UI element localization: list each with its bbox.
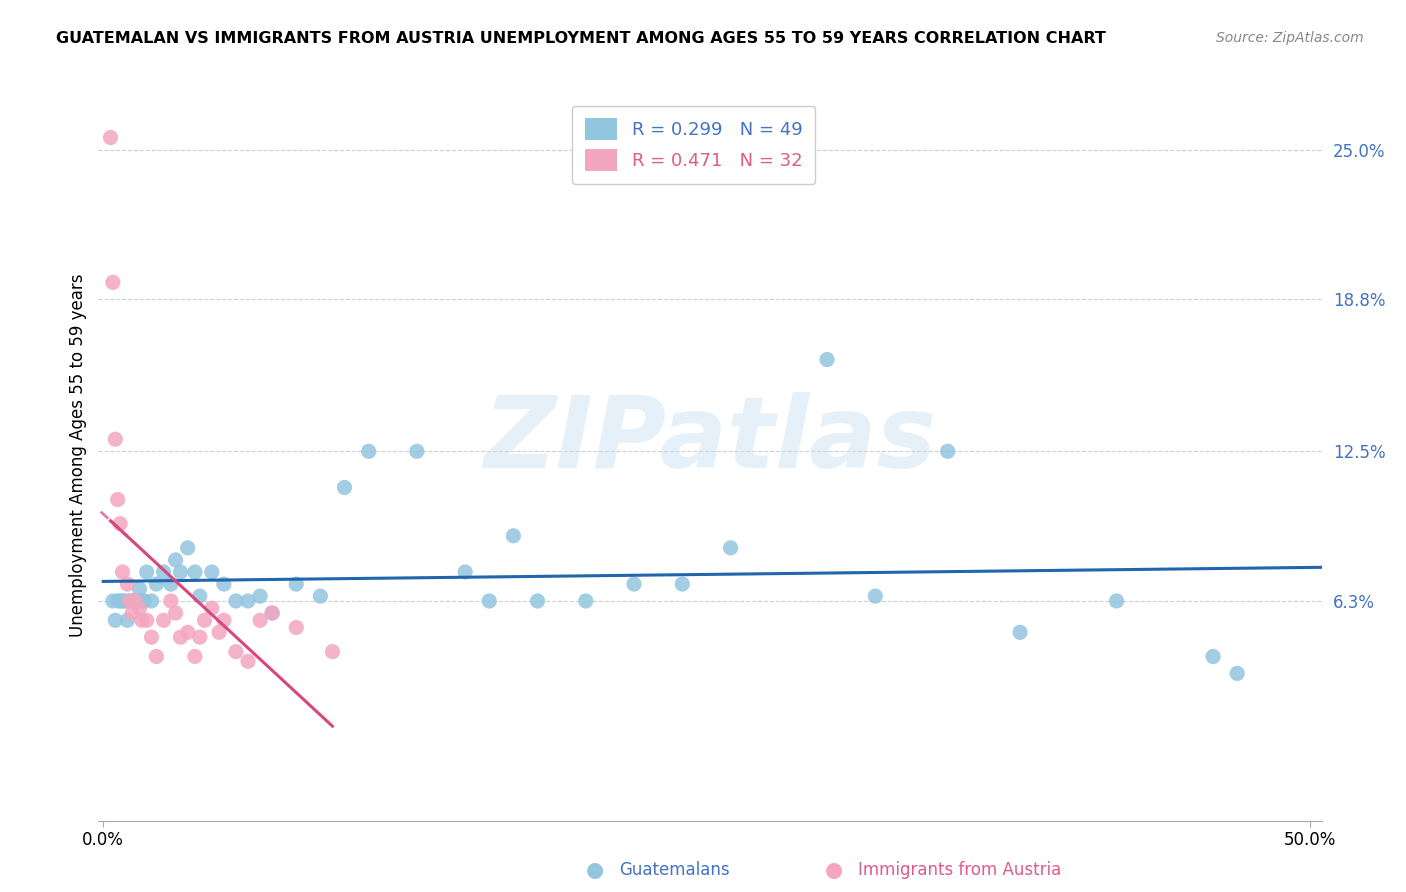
Point (128, 582, 150, 596)
Point (165, 606, 187, 620)
Point (176, 625, 198, 640)
Point (169, 565, 191, 579)
Point (309, 589, 332, 603)
Point (865, 589, 887, 603)
Point (208, 625, 231, 640)
Text: ●: ● (586, 860, 605, 880)
Point (212, 613, 235, 627)
Point (117, 577, 139, 591)
Point (262, 606, 284, 620)
Point (212, 577, 235, 591)
Point (321, 645, 343, 659)
Point (357, 444, 380, 458)
Point (131, 613, 153, 627)
Y-axis label: Unemployment Among Ages 55 to 59 years: Unemployment Among Ages 55 to 59 years (69, 273, 87, 637)
Point (141, 630, 163, 644)
Point (108, 594, 131, 608)
Point (236, 594, 259, 608)
Point (169, 630, 191, 644)
Point (184, 565, 207, 579)
Point (575, 594, 598, 608)
Point (406, 444, 429, 458)
Point (815, 352, 838, 367)
Point (124, 594, 146, 608)
Point (101, 276, 124, 290)
Point (194, 613, 217, 627)
Point (454, 565, 477, 579)
Point (107, 594, 129, 608)
Text: Immigrants from Austria: Immigrants from Austria (858, 861, 1062, 879)
Point (145, 577, 167, 591)
Point (100, 130, 122, 145)
Point (720, 541, 742, 555)
Point (124, 594, 146, 608)
Point (936, 444, 959, 458)
Point (1226, 666, 1249, 681)
Text: ●: ● (825, 860, 844, 880)
Point (104, 613, 127, 627)
Point (145, 649, 167, 664)
Point (1105, 594, 1128, 608)
Point (159, 594, 181, 608)
Point (159, 577, 181, 591)
Point (176, 541, 198, 555)
Point (262, 606, 284, 620)
Point (107, 492, 129, 507)
Point (101, 594, 124, 608)
Point (121, 594, 143, 608)
Point (201, 565, 224, 579)
Point (117, 613, 139, 627)
Point (333, 481, 356, 495)
Point (671, 577, 693, 591)
Text: GUATEMALAN VS IMMIGRANTS FROM AUSTRIA UNEMPLOYMENT AMONG AGES 55 TO 59 YEARS COR: GUATEMALAN VS IMMIGRANTS FROM AUSTRIA UN… (56, 31, 1107, 46)
Point (114, 594, 136, 608)
Point (118, 594, 141, 608)
Point (104, 432, 127, 446)
Point (152, 613, 174, 627)
Point (165, 553, 187, 567)
Point (118, 594, 141, 608)
Point (184, 649, 207, 664)
Point (135, 613, 157, 627)
Point (135, 565, 157, 579)
Point (128, 601, 150, 615)
Point (249, 613, 271, 627)
Point (201, 601, 224, 615)
Point (249, 589, 271, 603)
Point (526, 594, 548, 608)
Point (285, 577, 308, 591)
Point (225, 645, 247, 659)
Point (108, 516, 131, 531)
Point (134, 594, 156, 608)
Point (225, 594, 247, 608)
Point (111, 594, 134, 608)
Legend: R = 0.299   N = 49, R = 0.471   N = 32: R = 0.299 N = 49, R = 0.471 N = 32 (572, 105, 815, 184)
Point (131, 594, 153, 608)
Point (236, 654, 259, 668)
Point (141, 594, 163, 608)
Point (1202, 649, 1225, 664)
Point (623, 577, 645, 591)
Point (111, 565, 134, 579)
Point (1010, 625, 1032, 640)
Point (478, 594, 501, 608)
Point (502, 529, 524, 543)
Text: Source: ZipAtlas.com: Source: ZipAtlas.com (1216, 31, 1364, 45)
Text: ZIPatlas: ZIPatlas (484, 392, 936, 489)
Point (285, 620, 308, 634)
Point (152, 565, 174, 579)
Point (188, 630, 211, 644)
Point (188, 589, 211, 603)
Text: Guatemalans: Guatemalans (619, 861, 730, 879)
Point (121, 606, 143, 620)
